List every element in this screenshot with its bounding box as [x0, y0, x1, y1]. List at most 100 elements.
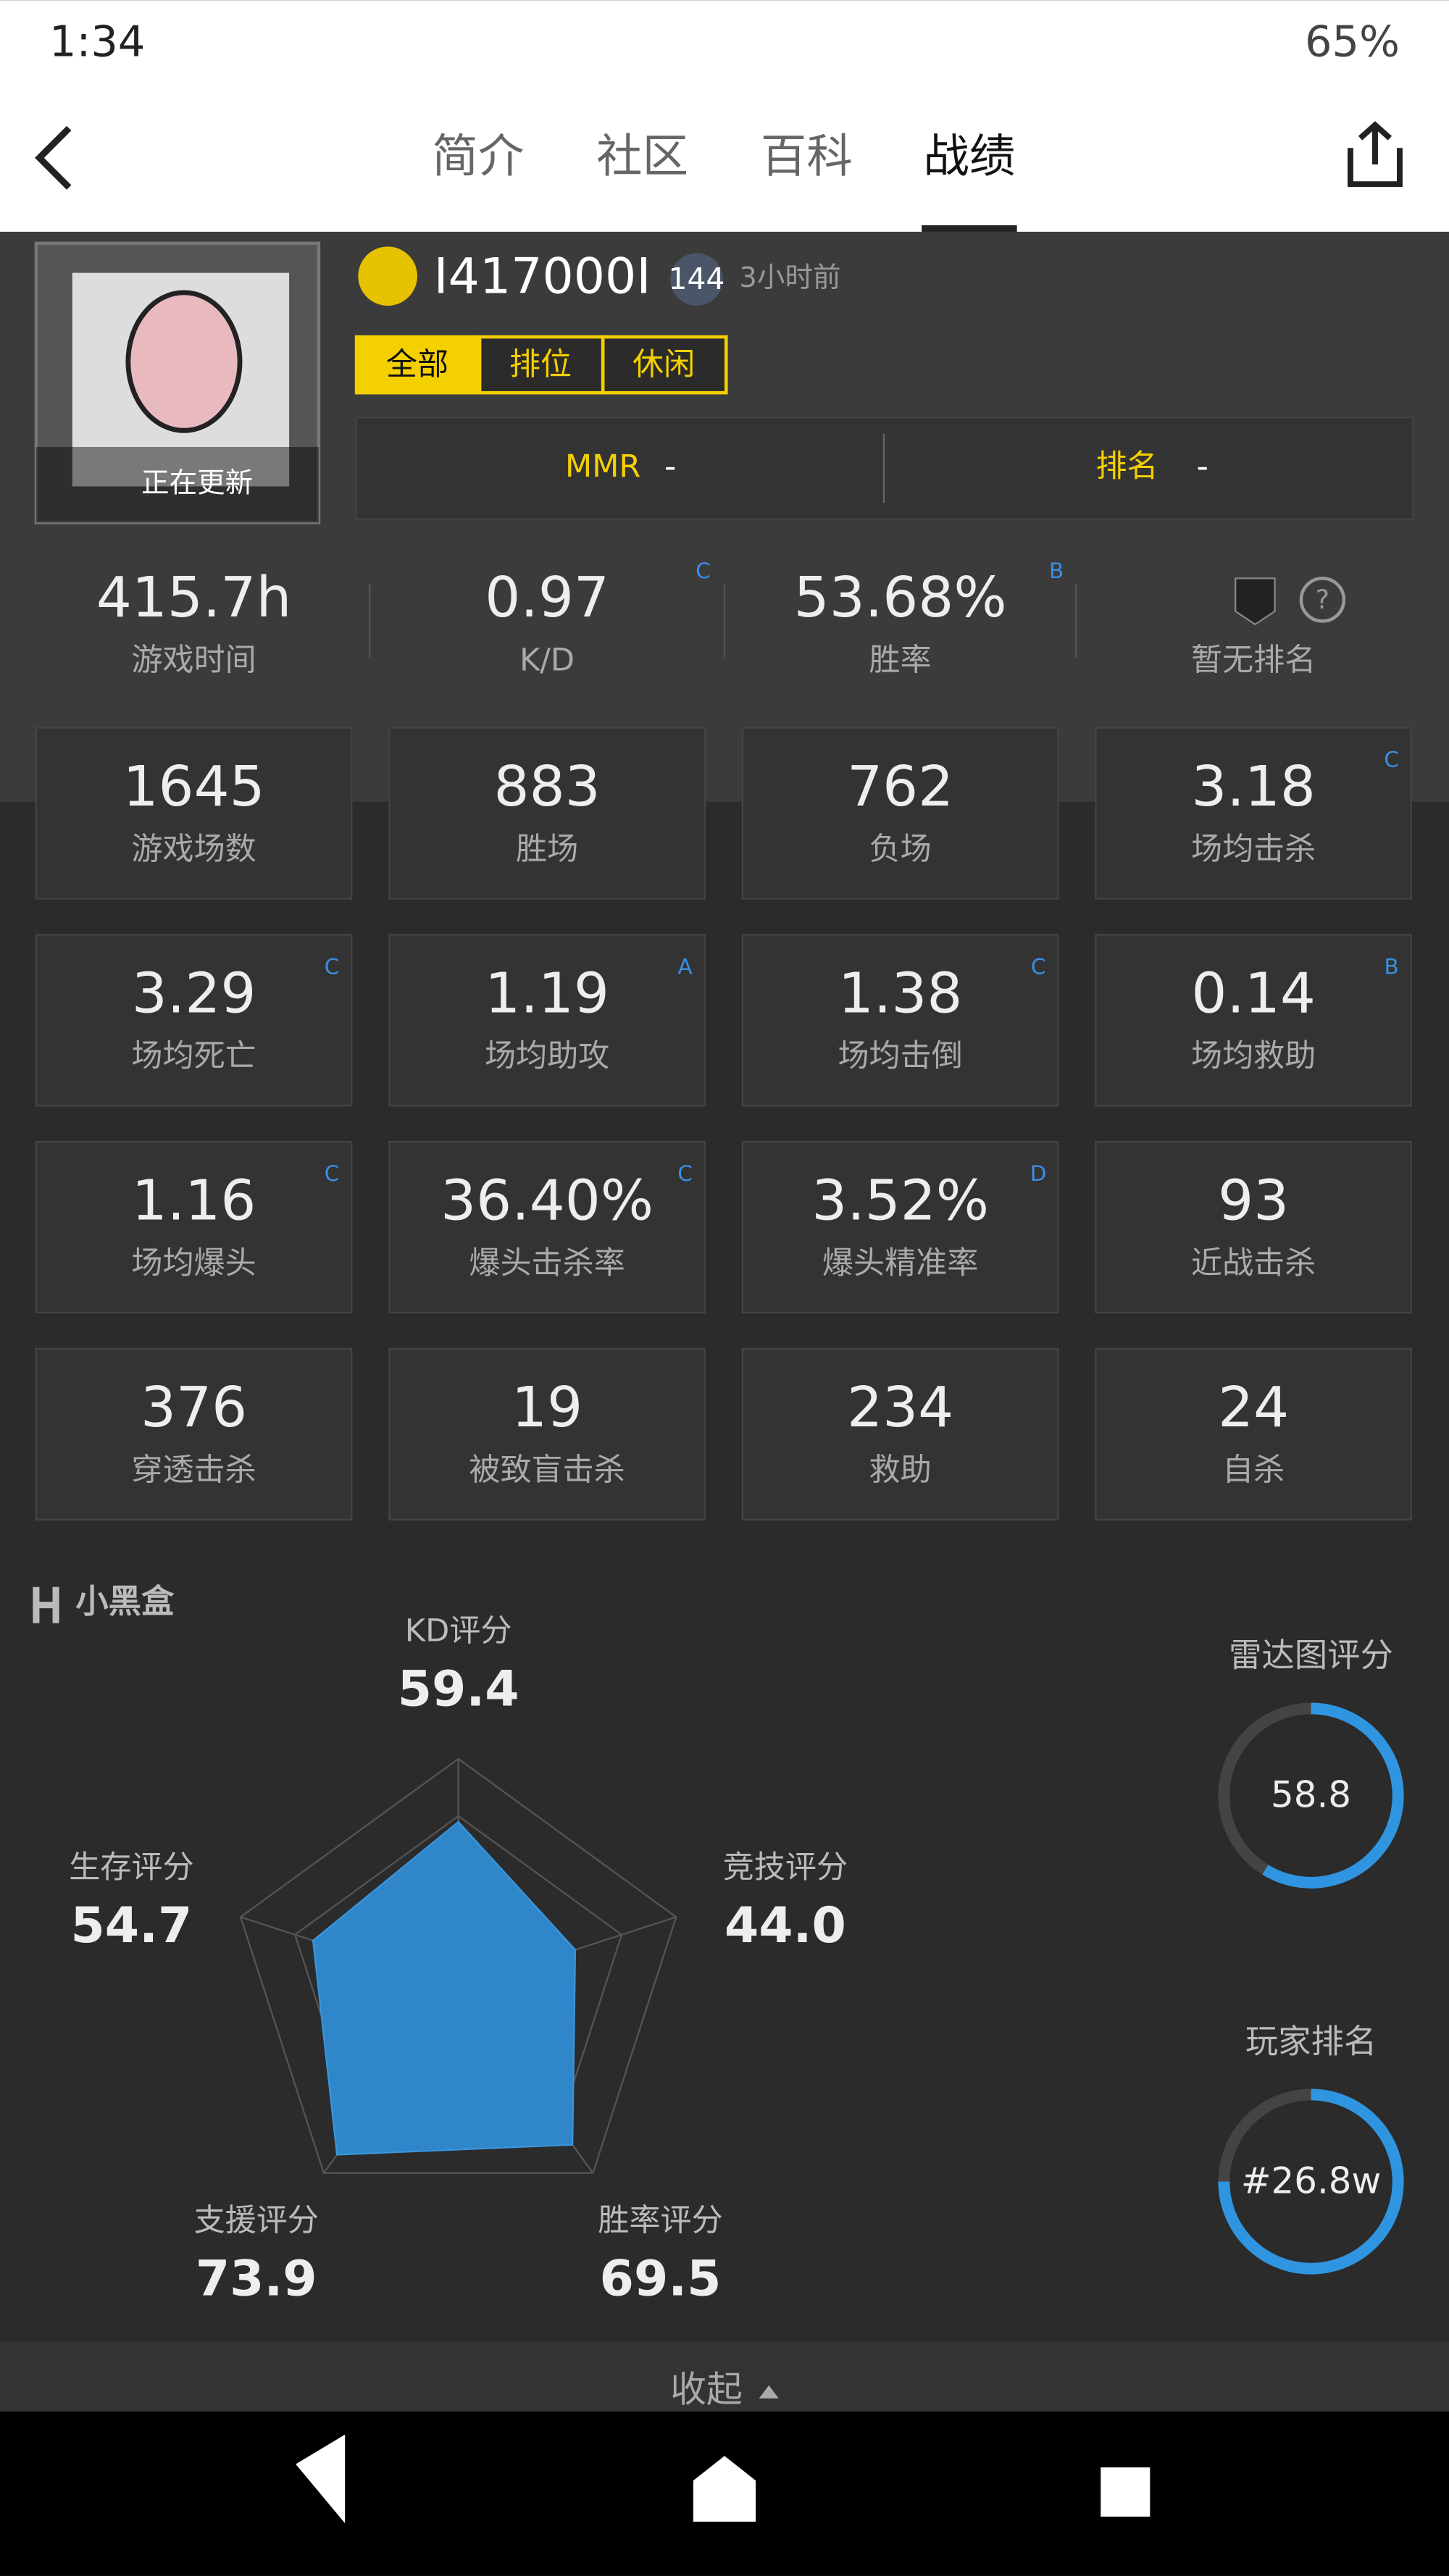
player-name: I417000I [434, 248, 651, 305]
rank-icon [1235, 577, 1276, 626]
player-rank: #26.8w [1241, 2159, 1382, 2201]
filter-label: 全部 [386, 346, 448, 382]
stat-label: 负场 [869, 831, 932, 867]
ring-progress [1218, 2088, 1404, 2275]
tab[interactable]: 战绩 [923, 130, 1015, 183]
brand-logo [33, 1586, 59, 1623]
stat-label: 爆头精准率 [822, 1245, 978, 1281]
filter-tab[interactable] [601, 335, 728, 395]
stat-card [741, 934, 1059, 1107]
radar-axis-label: 生存评分 [69, 1849, 193, 1886]
stat-value: 3.18 [1191, 754, 1316, 819]
radar-score: 73.9 [196, 2250, 317, 2307]
stat-card [1095, 727, 1412, 900]
summary-value: 53.68% [794, 565, 1007, 630]
stat-card [1095, 934, 1412, 1107]
grade: B [1049, 559, 1064, 583]
radar-score: 44.0 [724, 1897, 846, 1954]
stat-label: 场均死亡 [131, 1038, 256, 1074]
stat-value: 19 [511, 1375, 582, 1440]
stat-label: 被致盲击杀 [469, 1452, 625, 1488]
stat-label: 爆头击杀率 [469, 1245, 625, 1281]
share-button[interactable] [1347, 121, 1403, 188]
stat-value: 234 [847, 1375, 953, 1440]
stat-card [388, 934, 706, 1107]
stat-label: 近战击杀 [1191, 1245, 1316, 1281]
radar-axis-label: 胜率评分 [598, 2203, 722, 2239]
stat-value: 3.52% [811, 1168, 989, 1233]
stat-label: 胜场 [516, 831, 578, 867]
stat-value: 36.40% [440, 1168, 653, 1233]
help-icon[interactable] [1299, 577, 1346, 623]
radar-axis-label: 支援评分 [194, 2203, 319, 2239]
stat-value: 0.14 [1191, 961, 1316, 1026]
grade: C [325, 954, 340, 979]
filter-label: 休闲 [632, 346, 695, 382]
stat-card [388, 1141, 706, 1314]
stat-value: 1645 [122, 754, 264, 819]
radar-ring [239, 1757, 677, 2174]
grade: D [1030, 1161, 1047, 1186]
nav-back[interactable] [296, 2434, 346, 2524]
summary-label: 游戏时间 [131, 643, 256, 679]
grade: C [325, 1161, 340, 1186]
radar-score: 59.4 [398, 1660, 519, 1718]
radar-score: 54.7 [70, 1897, 192, 1954]
svg-text:?: ? [1316, 584, 1329, 615]
grade: A [677, 954, 692, 979]
nav-recent[interactable] [1101, 2467, 1151, 2517]
stat-value: 1.19 [485, 961, 609, 1026]
filter-label: 排位 [509, 346, 572, 382]
collapse[interactable]: 收起 [670, 2368, 743, 2410]
stat-card [35, 1141, 353, 1314]
stat-value: 376 [141, 1375, 247, 1440]
last-seen: 3小时前 [739, 262, 840, 294]
status-time: 1:34 [49, 17, 145, 67]
rank-label: 排名 [1095, 448, 1158, 485]
tab[interactable]: 社区 [596, 130, 688, 183]
back-button[interactable] [35, 125, 72, 190]
radar-score: 69.5 [600, 2250, 722, 2307]
grade: C [677, 1161, 693, 1186]
tab[interactable]: 百科 [761, 130, 853, 183]
stat-value: 1.38 [838, 961, 963, 1026]
grade: B [1385, 954, 1399, 979]
stat-card [35, 934, 353, 1107]
stat-card [1095, 1141, 1412, 1314]
avatar-status: 正在更新 [141, 467, 253, 500]
summary-value: 415.7h [96, 565, 292, 630]
radar-axis-label: 竞技评分 [723, 1849, 848, 1886]
stat-label: 穿透击杀 [131, 1452, 256, 1488]
summary-label: K/D [519, 643, 575, 679]
stat-value: 3.29 [132, 961, 256, 1026]
stat-label: 场均助攻 [485, 1038, 609, 1074]
grade: C [1031, 954, 1046, 979]
player-level: 144 [669, 262, 725, 296]
radar-area [312, 1820, 577, 2156]
stat-value: 93 [1218, 1168, 1289, 1233]
level-badge [670, 253, 723, 306]
summary-value: 0.97 [485, 565, 609, 630]
stat-value: 1.16 [132, 1168, 256, 1233]
brand: 小黑盒 [75, 1582, 175, 1621]
stat-label: 场均击杀 [1191, 831, 1316, 867]
rank-value: - [1197, 447, 1208, 485]
stat-label: 救助 [869, 1452, 932, 1488]
filter-tab[interactable] [477, 335, 605, 395]
no-rank: 暂无排名 [1191, 643, 1316, 679]
mmr-value: - [664, 447, 676, 485]
nav-home[interactable] [693, 2456, 756, 2522]
game-logo [358, 246, 417, 306]
stat-card [388, 727, 706, 900]
player-rank-title: 玩家排名 [1245, 2023, 1377, 2061]
stat-value: 883 [494, 754, 601, 819]
stat-label: 自杀 [1222, 1452, 1285, 1488]
stat-value: 24 [1218, 1375, 1289, 1440]
summary-label: 胜率 [869, 643, 932, 679]
stat-card [1095, 1347, 1412, 1521]
stat-label: 场均爆头 [131, 1245, 256, 1281]
tab[interactable]: 简介 [432, 130, 524, 183]
grade: C [1384, 748, 1399, 772]
